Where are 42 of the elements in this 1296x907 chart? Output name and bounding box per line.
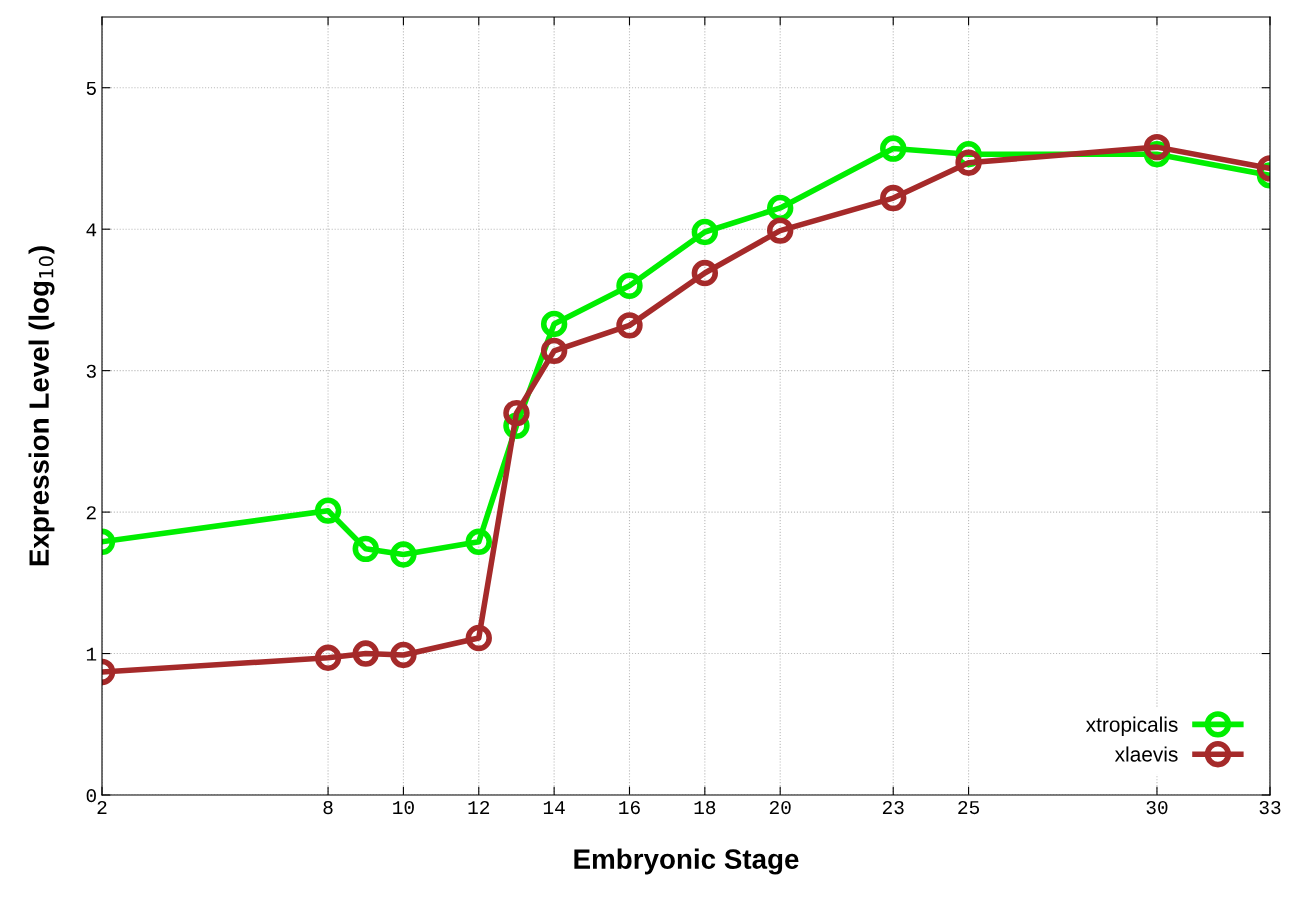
point	[540, 337, 568, 365]
x-tick-label: 2	[97, 800, 107, 814]
x-tick-label: 16	[619, 800, 640, 815]
point	[955, 149, 982, 176]
x-tick-label: 20	[769, 800, 791, 815]
point	[616, 272, 643, 299]
x-axis-title: Embryonic Stage	[574, 848, 799, 875]
point	[540, 310, 568, 338]
x-tick-label: 10	[393, 800, 414, 815]
point	[314, 644, 342, 671]
y-tick-label: 1	[86, 647, 97, 661]
point	[691, 218, 719, 246]
point	[352, 640, 379, 667]
point	[465, 624, 492, 652]
y-tick-label: 3	[86, 364, 96, 378]
point	[503, 399, 530, 427]
x-tick-label: 25	[958, 800, 980, 815]
point	[390, 641, 417, 669]
point	[390, 541, 417, 568]
legend-label: xtropicalis	[1085, 716, 1178, 736]
x-tick-label: 33	[1259, 800, 1281, 815]
y-tick-label: 2	[86, 506, 96, 520]
point	[352, 535, 379, 563]
x-tick-label: 8	[323, 800, 333, 815]
y-axis-title: Expression Level (log$_{10}$)	[28, 246, 55, 566]
point	[880, 135, 907, 162]
point	[465, 528, 492, 555]
point	[314, 497, 342, 524]
y-tick-label: 0	[86, 789, 96, 803]
y-tick-label: 5	[86, 81, 96, 95]
legend-label: xlaevis	[1114, 746, 1178, 762]
y-tick-label: 4	[86, 223, 97, 237]
point	[616, 312, 643, 339]
point	[880, 184, 907, 212]
point	[767, 217, 794, 244]
x-tick-label: 12	[468, 800, 490, 814]
x-tick-label: 14	[543, 801, 565, 814]
point	[691, 259, 719, 287]
x-tick-label: 30	[1146, 800, 1168, 815]
x-tick-label: 18	[694, 800, 716, 815]
x-tick-label: 23	[882, 800, 904, 815]
point	[1143, 133, 1171, 161]
